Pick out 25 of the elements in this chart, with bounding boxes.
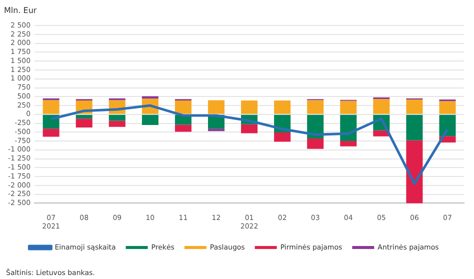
bar	[439, 114, 456, 136]
bar	[142, 96, 158, 99]
bar	[241, 100, 258, 114]
bar	[174, 100, 192, 114]
bar	[307, 138, 324, 149]
bar	[76, 114, 92, 119]
bar	[108, 114, 126, 121]
bar	[439, 101, 456, 114]
bar	[274, 100, 291, 114]
bar	[174, 124, 192, 132]
bar	[108, 120, 126, 127]
bar	[406, 99, 423, 114]
bar	[274, 132, 291, 142]
bar	[373, 99, 390, 114]
bar	[42, 100, 60, 114]
bar	[340, 100, 357, 114]
bar	[142, 114, 158, 126]
bar	[241, 124, 258, 134]
bar	[208, 128, 225, 132]
bar	[208, 100, 225, 114]
bar	[76, 118, 92, 128]
bar	[42, 128, 60, 137]
bar	[340, 141, 357, 146]
bar	[307, 100, 324, 114]
y-axis-title: Mln. Eur	[4, 6, 38, 15]
